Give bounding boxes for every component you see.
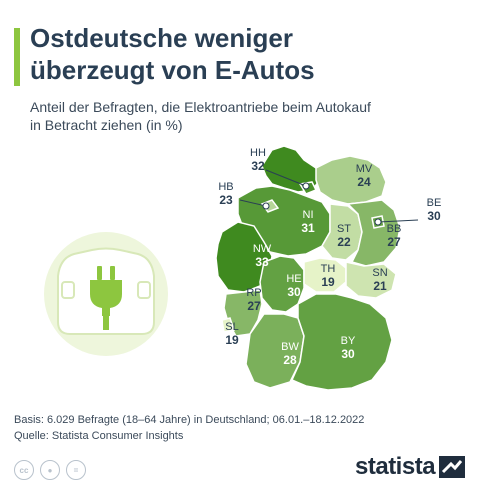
state-code-hb: HB <box>218 181 233 193</box>
state-code-sh: SH <box>314 127 329 139</box>
statista-logo[interactable]: statista <box>355 453 466 481</box>
state-code-he: HE <box>286 273 301 285</box>
state-value-st: 22 <box>337 235 351 249</box>
state-code-th: TH <box>321 263 336 275</box>
state-code-sn: SN <box>372 267 387 279</box>
state-value-bb: 27 <box>387 235 401 249</box>
subtitle-line-1: Anteil der Befragten, die Elektroantrieb… <box>30 99 371 115</box>
leader-line-hh <box>265 169 307 187</box>
leader-line-be <box>377 219 419 223</box>
accent-bar <box>14 28 20 86</box>
state-shapes <box>215 145 401 391</box>
state-code-sl: SL <box>225 321 238 333</box>
state-value-sl: 19 <box>225 333 239 347</box>
state-sn[interactable] <box>345 261 397 299</box>
state-value-hb: 23 <box>219 193 233 207</box>
state-code-hh: HH <box>250 147 266 159</box>
leader-dot-hb <box>262 202 270 210</box>
state-value-hh: 32 <box>251 159 265 173</box>
title-line-1: Ostdeutsche weniger <box>30 23 293 53</box>
state-value-sn: 21 <box>373 279 387 293</box>
state-code-ni: NI <box>303 209 314 221</box>
state-code-bw: BW <box>281 341 299 353</box>
car-with-plug-icon <box>44 232 168 356</box>
state-value-mv: 24 <box>357 175 371 189</box>
state-code-rp: RP <box>246 287 261 299</box>
cc-icon[interactable]: cc <box>14 460 34 480</box>
state-value-sh: 33 <box>315 139 329 153</box>
state-code-bb: BB <box>387 223 402 235</box>
leader-dot-be <box>374 218 382 226</box>
license-icons: cc ● = <box>14 460 86 480</box>
state-value-rp: 27 <box>247 299 261 313</box>
leader-lines <box>239 169 419 226</box>
footer-source: Quelle: Statista Consumer Insights <box>14 430 184 442</box>
leader-dot-hh <box>302 182 310 190</box>
state-value-ni: 31 <box>301 221 315 235</box>
state-value-be: 30 <box>427 209 441 223</box>
state-value-he: 30 <box>287 285 301 299</box>
state-code-st: ST <box>337 223 351 235</box>
chart-title: Ostdeutsche weniger überzeugt von E-Auto… <box>30 22 480 86</box>
state-code-nw: NW <box>253 243 272 255</box>
statista-mark-icon <box>439 456 466 478</box>
state-value-bw: 28 <box>283 353 297 367</box>
state-bb[interactable] <box>346 199 401 267</box>
state-code-mv: MV <box>356 163 373 175</box>
subtitle-line-2: in Betracht ziehen (in %) <box>30 117 183 133</box>
nd-icon[interactable]: = <box>66 460 86 480</box>
state-by[interactable] <box>291 293 393 391</box>
by-icon[interactable]: ● <box>40 460 60 480</box>
title-line-2: überzeugt von E-Autos <box>30 55 315 85</box>
state-sl[interactable] <box>221 317 235 333</box>
state-code-be: BE <box>427 197 442 209</box>
state-value-nw: 33 <box>255 255 269 269</box>
footer-basis: Basis: 6.029 Befragte (18–64 Jahre) in D… <box>14 414 365 426</box>
leader-line-hb <box>239 199 267 207</box>
state-value-th: 19 <box>321 275 335 289</box>
footer: Basis: 6.029 Befragte (18–64 Jahre) in D… <box>14 412 364 444</box>
state-mv[interactable] <box>315 155 387 205</box>
state-code-by: BY <box>341 335 356 347</box>
chart-subtitle: Anteil der Befragten, die Elektroantrieb… <box>30 98 480 134</box>
state-value-by: 30 <box>341 347 355 361</box>
brand-name: statista <box>355 453 436 480</box>
